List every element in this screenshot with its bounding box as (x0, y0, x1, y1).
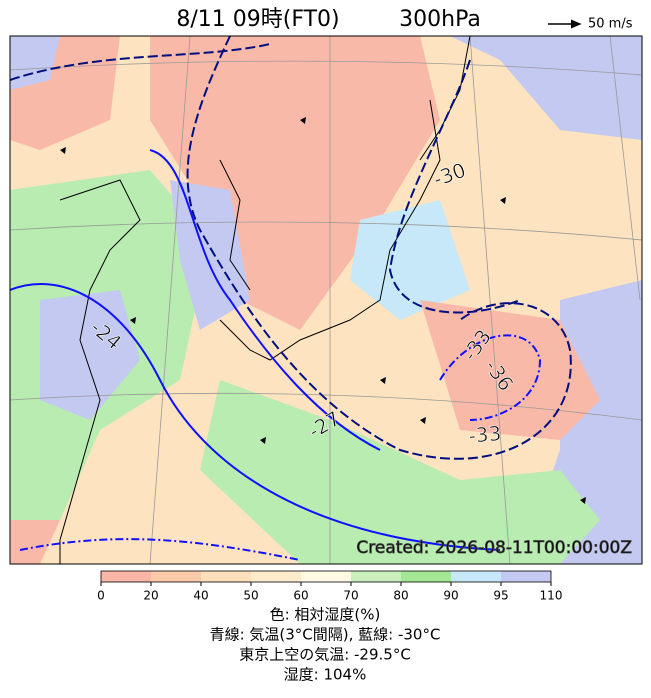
contour-label: -33 (468, 421, 503, 448)
colorbar-tick-label: 0 (97, 589, 105, 603)
colorbar-tick-label: 95 (493, 589, 508, 603)
colorbar-segment (401, 571, 451, 582)
colorbar-frame (100, 570, 552, 583)
colorbar-segment (101, 571, 151, 582)
colorbar-tick-label: 110 (540, 589, 563, 603)
footer-line: 湿度: 104% (284, 666, 367, 684)
colorbar-segment (501, 571, 551, 582)
title: 8/11 09時(FT0) (176, 7, 339, 32)
colorbar-segment (151, 571, 201, 582)
level: 300hPa (399, 7, 481, 32)
colorbar-tick-label: 20 (143, 589, 158, 603)
colorbar-tick-label: 70 (343, 589, 358, 603)
colorbar-segment (251, 571, 301, 582)
footer-line: 色: 相対湿度(%) (270, 606, 381, 624)
footer-line: 青線: 気温(3°C間隔), 藍線: -30°C (210, 626, 441, 644)
colorbar-tick-label: 60 (293, 589, 308, 603)
colorbar-segment (351, 571, 401, 582)
colorbar-segment (451, 571, 501, 582)
created-stamp: Created: 2026-08-11T00:00:00Z (356, 538, 632, 558)
colorbar-tick-label: 40 (193, 589, 208, 603)
wind-scale: 50 m/s (588, 17, 633, 32)
colorbar-segment (301, 571, 351, 582)
map: -30-33-36-33-27-24 (10, 36, 642, 564)
colorbar-segment (201, 571, 251, 582)
colorbar-tick-label: 80 (393, 589, 408, 603)
colorbar-tick-label: 90 (443, 589, 458, 603)
colorbar-tick-label: 50 (243, 589, 258, 603)
footer-line: 東京上空の気温: -29.5°C (239, 646, 411, 664)
map-frame (9, 35, 643, 565)
